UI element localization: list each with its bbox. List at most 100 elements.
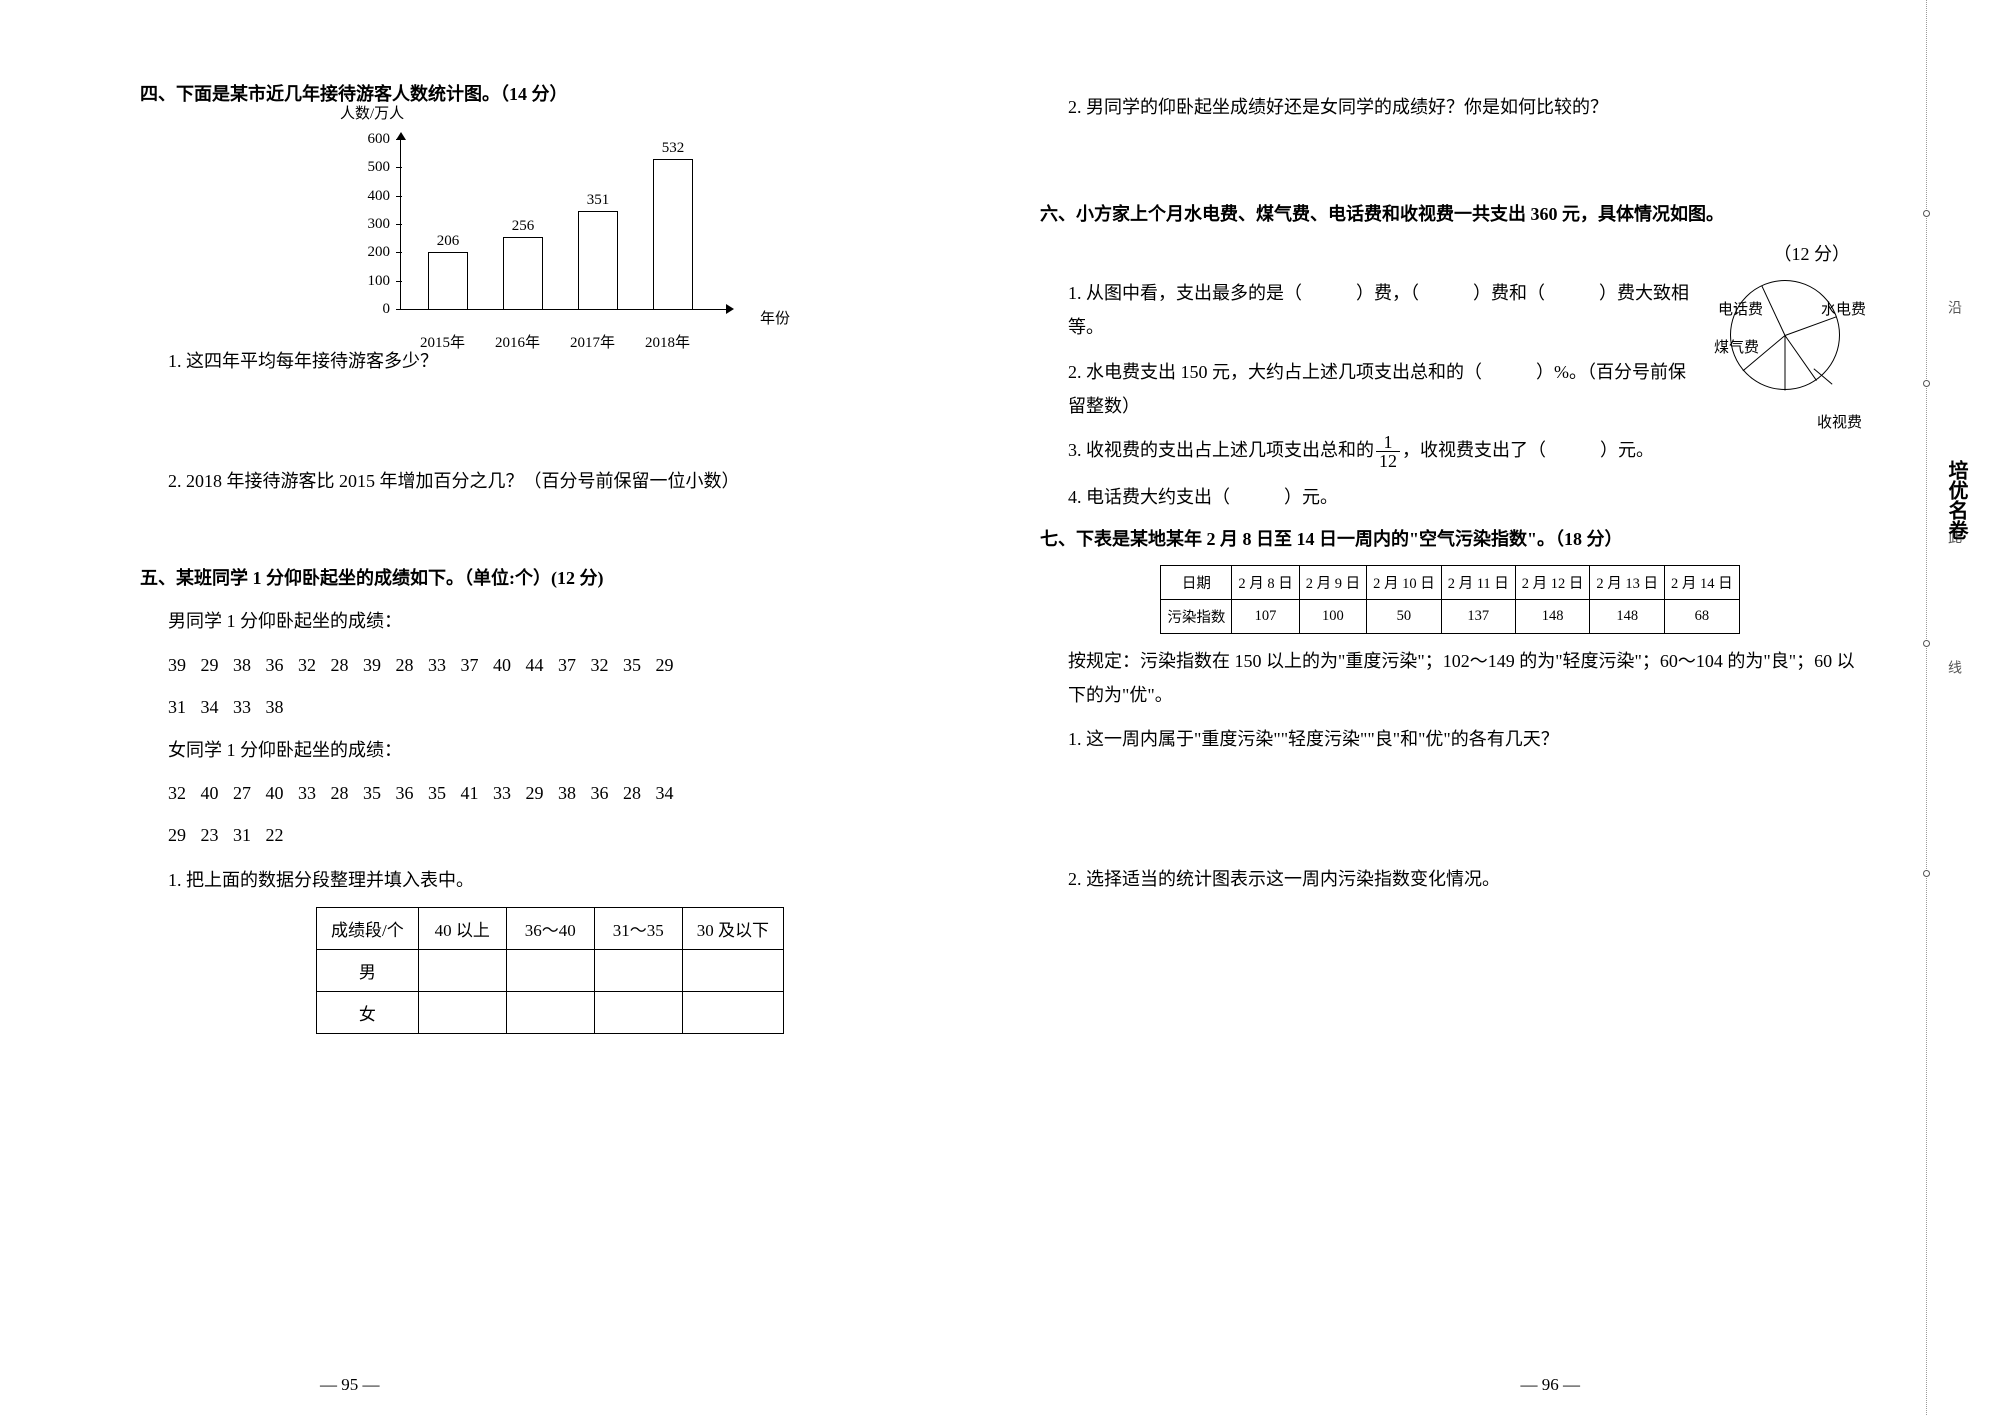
- pie-label-util: 水电费: [1821, 298, 1866, 319]
- bar-value-label: 532: [654, 140, 692, 157]
- s4-q2: 2. 2018 年接待游客比 2015 年增加百分之几？（百分号前保留一位小数）: [168, 464, 960, 498]
- page-number-right: — 96 —: [1521, 1375, 1581, 1395]
- section6-title: 六、小方家上个月水电费、煤气费、电话费和收视费一共支出 360 元，具体情况如图…: [1040, 200, 1860, 226]
- table-cell: [418, 949, 506, 991]
- page-number-left: — 95 —: [320, 1375, 380, 1395]
- margin-dot: [1923, 380, 1930, 387]
- bar-value-label: 351: [579, 192, 617, 209]
- logo-char: 优: [1945, 480, 1967, 500]
- table-header: 2 月 13 日: [1590, 565, 1665, 599]
- logo-char: 卷: [1945, 520, 1967, 540]
- table-header: 2 月 12 日: [1515, 565, 1590, 599]
- expense-pie-chart: 电话费 水电费 煤气费 收视费: [1710, 280, 1860, 440]
- margin-dot: [1923, 640, 1930, 647]
- bar: 532: [653, 159, 693, 310]
- female-scores-l2: 29 23 31 22: [168, 817, 960, 853]
- s6-points: （12 分）: [1040, 240, 1850, 266]
- margin-dot: [1923, 210, 1930, 217]
- pie-label-tel: 电话费: [1718, 298, 1763, 319]
- x-tick-label: 2018年: [645, 331, 690, 352]
- table-cell: 女: [317, 991, 419, 1033]
- s6-q4: 4. 电话费大约支出（ ）元。: [1068, 480, 1860, 514]
- table-header: 2 月 9 日: [1299, 565, 1366, 599]
- fraction-icon: 112: [1376, 433, 1400, 470]
- y-axis-line: [400, 135, 401, 310]
- y-axis-title: 人数/万人: [340, 102, 404, 123]
- x-tick-label: 2016年: [495, 331, 540, 352]
- y-tick-label: 0: [350, 301, 390, 318]
- table-cell: 污染指数: [1161, 599, 1232, 633]
- s7-rule: 按规定：污染指数在 150 以上的为"重度污染"；102～149 的为"轻度污染…: [1068, 644, 1860, 712]
- section5-title: 五、某班同学 1 分仰卧起坐的成绩如下。（单位:个）(12 分): [140, 564, 960, 590]
- table-cell: 男: [317, 949, 419, 991]
- y-tick: [396, 281, 402, 282]
- s6-q3-a: 3. 收视费的支出占上述几项支出总和的: [1068, 440, 1374, 460]
- s6-q3-b: ，收视费支出了（ ）元。: [1402, 440, 1654, 460]
- pie-label-tv: 收视费: [1817, 411, 1862, 432]
- frac-num: 1: [1376, 433, 1400, 452]
- female-label: 女同学 1 分仰卧起坐的成绩：: [168, 733, 960, 767]
- table-header: 2 月 11 日: [1441, 565, 1515, 599]
- pollution-table: 日期2 月 8 日2 月 9 日2 月 10 日2 月 11 日2 月 12 日…: [1160, 565, 1739, 634]
- s6-q2: 2. 水电费支出 150 元，大约占上述几项支出总和的（ ）%。（百分号前保留整…: [1068, 355, 1700, 423]
- section4-title: 四、下面是某市近几年接待游客人数统计图。（14 分）: [140, 80, 960, 106]
- table-cell: [418, 991, 506, 1033]
- bar-value-label: 256: [504, 218, 542, 235]
- table-cell: 100: [1299, 599, 1366, 633]
- section7-title: 七、下表是某地某年 2 月 8 日至 14 日一周内的"空气污染指数"。（18 …: [1040, 525, 1860, 551]
- s7-q1: 1. 这一周内属于"重度污染""轻度污染""良"和"优"的各有几天？: [1068, 722, 1860, 756]
- x-axis-title: 年份: [760, 307, 790, 328]
- table-cell: 50: [1367, 599, 1442, 633]
- table-cell: 137: [1441, 599, 1515, 633]
- y-tick: [396, 309, 402, 310]
- table-header: 36～40: [506, 907, 594, 949]
- table-cell: 148: [1515, 599, 1590, 633]
- table-cell: [682, 949, 783, 991]
- table-row: 男: [317, 949, 784, 991]
- margin-text: 沿: [1943, 300, 1963, 314]
- s6-q1: 1. 从图中看，支出最多的是（ ）费，（ ）费和（ ）费大致相等。: [1068, 276, 1700, 344]
- margin-text: 线: [1943, 660, 1963, 674]
- logo-char: 名: [1945, 500, 1967, 520]
- table-cell: [594, 949, 682, 991]
- binding-margin: 沿 此 线 培优名卷: [1926, 0, 2000, 1415]
- brand-logo: 培优名卷: [1942, 460, 1990, 540]
- table-header: 40 以上: [418, 907, 506, 949]
- s7-q2: 2. 选择适当的统计图表示这一周内污染指数变化情况。: [1068, 862, 1860, 896]
- bar-value-label: 206: [429, 233, 467, 250]
- s5-q2: 2. 男同学的仰卧起坐成绩好还是女同学的成绩好？你是如何比较的？: [1068, 90, 1860, 124]
- male-scores-l2: 31 34 33 38: [168, 689, 960, 725]
- pie-slice-line: [1785, 336, 1786, 391]
- y-tick-label: 600: [350, 131, 390, 148]
- pie-slice-line: [1761, 286, 1785, 336]
- table-cell: [506, 991, 594, 1033]
- y-tick-label: 500: [350, 159, 390, 176]
- table-header: 2 月 10 日: [1367, 565, 1442, 599]
- table-header: 成绩段/个: [317, 907, 419, 949]
- table-header: 2 月 14 日: [1665, 565, 1740, 599]
- table-cell: 148: [1590, 599, 1665, 633]
- y-tick: [396, 224, 402, 225]
- x-tick-label: 2017年: [570, 331, 615, 352]
- y-tick-label: 400: [350, 188, 390, 205]
- y-tick-label: 200: [350, 244, 390, 261]
- pie-circle: [1730, 280, 1840, 390]
- table-cell: [682, 991, 783, 1033]
- y-tick-label: 300: [350, 216, 390, 233]
- female-scores-l1: 32 40 27 40 33 28 35 36 35 41 33 29 38 3…: [168, 775, 960, 811]
- y-tick-label: 100: [350, 273, 390, 290]
- x-axis-arrow: [726, 304, 734, 314]
- frac-den: 12: [1376, 452, 1400, 470]
- score-table: 成绩段/个40 以上36～4031～3530 及以下 男女: [316, 907, 784, 1034]
- s4-q1: 1. 这四年平均每年接待游客多少？: [168, 344, 960, 378]
- table-header: 30 及以下: [682, 907, 783, 949]
- table-cell: 68: [1665, 599, 1740, 633]
- pie-slice-line: [1785, 335, 1817, 381]
- x-tick-label: 2015年: [420, 331, 465, 352]
- y-tick: [396, 167, 402, 168]
- bar: 256: [503, 237, 543, 310]
- logo-char: 培: [1945, 460, 1967, 480]
- table-cell: [594, 991, 682, 1033]
- table-header: 2 月 8 日: [1232, 565, 1299, 599]
- table-cell: [506, 949, 594, 991]
